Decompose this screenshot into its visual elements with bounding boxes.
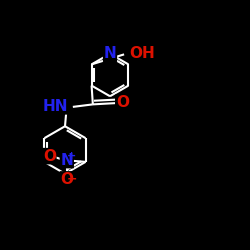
Text: HN: HN (42, 99, 68, 114)
Text: O: O (60, 172, 73, 187)
Text: +: + (67, 150, 76, 161)
Text: −: − (67, 173, 78, 186)
Text: N: N (104, 46, 117, 61)
Text: O: O (43, 148, 56, 164)
Text: N: N (60, 152, 73, 168)
Text: OH: OH (129, 46, 155, 60)
Text: O: O (116, 95, 129, 110)
